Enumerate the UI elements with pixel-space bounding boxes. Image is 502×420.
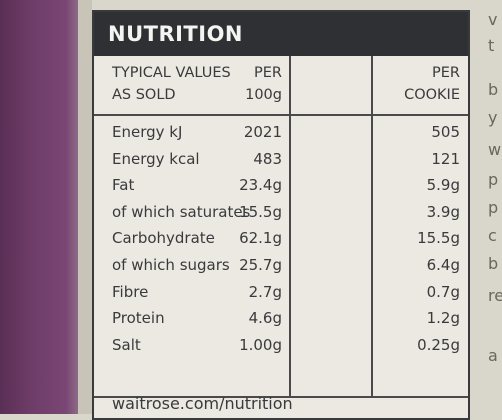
row-label: Salt bbox=[112, 335, 141, 354]
side-text: t bbox=[488, 36, 495, 55]
column-header: TYPICAL VALUES bbox=[112, 65, 231, 81]
row-label: Carbohydrate bbox=[112, 229, 215, 248]
row-value: 15.5g bbox=[417, 229, 460, 248]
side-text: w bbox=[488, 140, 502, 159]
column-header: PER bbox=[254, 65, 282, 81]
row-label: Fat bbox=[112, 176, 135, 195]
label-title: NUTRITION bbox=[94, 12, 468, 56]
row-value: 5.9g bbox=[426, 176, 460, 195]
row-value: 62.1g bbox=[239, 229, 282, 248]
row-value: 483 bbox=[253, 149, 282, 168]
column-header: PER bbox=[432, 65, 460, 81]
box-side bbox=[0, 0, 78, 414]
row-label: Energy kcal bbox=[112, 149, 200, 168]
column-header: 100g bbox=[245, 87, 282, 103]
row-value: 0.7g bbox=[426, 282, 460, 301]
side-text: p bbox=[488, 198, 499, 217]
side-text: a bbox=[488, 346, 498, 365]
row-value: 25.7g bbox=[239, 256, 282, 274]
row-label: of which sugars bbox=[112, 256, 230, 274]
row-value: 1.2g bbox=[426, 309, 460, 328]
column-header: AS SOLD bbox=[112, 87, 176, 103]
row-value: 0.25g bbox=[417, 335, 460, 354]
side-text: y bbox=[488, 108, 498, 127]
row-value: 6.4g bbox=[426, 256, 460, 274]
side-text: c bbox=[488, 226, 497, 245]
row-value: 3.9g bbox=[426, 202, 460, 221]
row-value: 1.00g bbox=[239, 335, 282, 354]
column-divider bbox=[371, 56, 373, 397]
row-value: 121 bbox=[431, 149, 460, 168]
column-divider bbox=[289, 56, 291, 397]
row-value: 23.4g bbox=[239, 176, 282, 195]
footer-url: waitrose.com/nutrition bbox=[112, 394, 293, 413]
row-divider bbox=[94, 114, 468, 116]
column-header: COOKIE bbox=[404, 87, 460, 103]
side-text: v bbox=[488, 10, 498, 29]
row-label: Protein bbox=[112, 309, 165, 328]
side-text: b bbox=[488, 80, 499, 99]
side-text: p bbox=[488, 170, 499, 189]
row-value: 2.7g bbox=[248, 282, 282, 301]
row-divider bbox=[94, 396, 468, 398]
row-label: Energy kJ bbox=[112, 123, 183, 141]
row-value: 4.6g bbox=[248, 309, 282, 328]
side-text: b bbox=[488, 254, 499, 273]
side-text: re bbox=[488, 286, 502, 305]
row-label: Fibre bbox=[112, 282, 149, 301]
row-value: 15.5g bbox=[239, 202, 282, 221]
row-label: of which saturates bbox=[112, 202, 251, 221]
row-value: 2021 bbox=[243, 123, 282, 141]
shadow bbox=[78, 0, 92, 414]
nutrition-label bbox=[92, 10, 470, 420]
row-value: 505 bbox=[431, 123, 460, 141]
